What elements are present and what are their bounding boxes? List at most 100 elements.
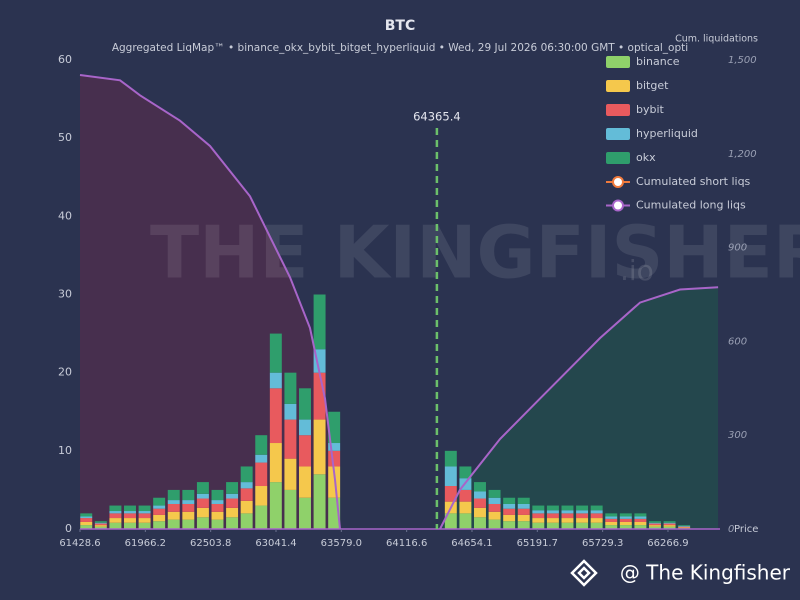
x-tick-label: 65729.3 [582,538,623,549]
bar-segment [619,521,632,526]
bar-segment [634,525,647,529]
bar-segment [109,511,122,514]
bar-segment [678,525,691,526]
bar-segment [284,489,297,529]
bar-segment [459,466,472,479]
bar-segment [255,435,268,455]
bar-segment [619,518,632,522]
bar-segment [532,522,545,529]
bar-segment [255,454,268,463]
y-tick-label: 60 [58,53,72,66]
cumulative-area [440,287,719,529]
x-tick-label: 62503.8 [190,538,231,549]
bar-segment [590,522,603,529]
bar-segment [459,513,472,529]
bar-segment [474,491,486,499]
legend-label: hyperliquid [636,127,698,140]
y2-tick-label: 1,200 [728,149,757,160]
bar-segment [196,482,209,494]
bar-segment [474,507,486,518]
bar-segment [488,511,501,520]
bar-segment [80,525,93,529]
bar-segment [488,503,501,512]
bar-segment [80,513,93,517]
bar-segment [576,518,589,523]
bar-segment [517,497,530,504]
bar-segment [284,403,297,420]
y-tick-label: 0 [65,522,72,535]
bar-segment [109,513,122,519]
bar-segment [328,411,341,444]
bar-segment [226,482,239,494]
bar-segment [546,522,559,529]
bar-segment [124,505,136,512]
bar-segment [255,462,268,487]
x-tick-label: 61428.6 [59,538,100,549]
bar-segment [80,518,93,522]
bar-segment [328,466,341,498]
bar-segment [561,510,574,514]
bar-segment [488,497,501,504]
bar-segment [517,508,530,515]
bar-segment [328,443,341,451]
bar-segment [663,525,676,527]
bar-segment [269,482,282,529]
bar-segment [226,493,239,499]
bar-segment [109,505,122,512]
bar-segment [284,372,297,404]
bar-segment [138,505,151,512]
bar-segment [109,522,122,529]
bar-segment [80,516,93,519]
bar-segment [561,505,574,511]
legend-marker [612,199,624,212]
x-tick-label: 61966.2 [125,538,166,549]
y2-tick-label: 1,500 [728,55,757,66]
bar-segment [634,513,647,517]
watermark-suffix: .io [620,254,654,287]
legend-swatch [606,80,630,92]
bar-segment [153,521,166,529]
x-tick-label: 63041.4 [255,538,296,549]
bar-segment [459,489,472,502]
y-tick-label: 30 [58,288,72,301]
bar-segment [182,519,195,529]
bar-segment [269,388,282,444]
bar-segment [576,510,589,514]
bar-segment [182,500,195,504]
legend-label: bybit [636,103,665,116]
bar-segment [517,503,530,509]
bar-segment [517,514,530,522]
bar-segment [182,489,195,501]
bar-segment [313,349,326,373]
y-tick-label: 40 [58,209,72,222]
bar-segment [561,513,574,519]
bar-segment [211,503,224,512]
y-tick-label: 10 [58,444,72,457]
x-tick-label: 66266.9 [647,538,688,549]
bar-segment [94,525,107,527]
bar-segment [313,294,326,350]
bar-segment [211,511,224,520]
legend-label: Cumulated long liqs [636,199,746,212]
bar-segment [590,518,603,523]
bar-segment [649,523,661,526]
bar-segment [138,522,151,529]
overlay: 64365.4 binance bitget bybit hyperliquid okx C… [79,55,751,530]
bar-segment [605,521,618,526]
bar-segment [590,505,603,511]
bar-segment [138,513,151,519]
bar-segment [196,517,209,529]
legend-marker [612,176,624,188]
legend-label: binance [636,55,680,68]
bar-segment [444,513,457,529]
bar-segment [138,518,151,523]
bar-segment [546,505,559,511]
bar-segment [532,513,545,519]
bar-segment [255,505,268,529]
bar-segment [546,510,559,514]
x-tick-label: 63579.0 [321,538,362,549]
legend-label: okx [636,151,656,164]
bar-segment [503,503,516,509]
price-marker-label: 64365.4 [413,110,461,124]
